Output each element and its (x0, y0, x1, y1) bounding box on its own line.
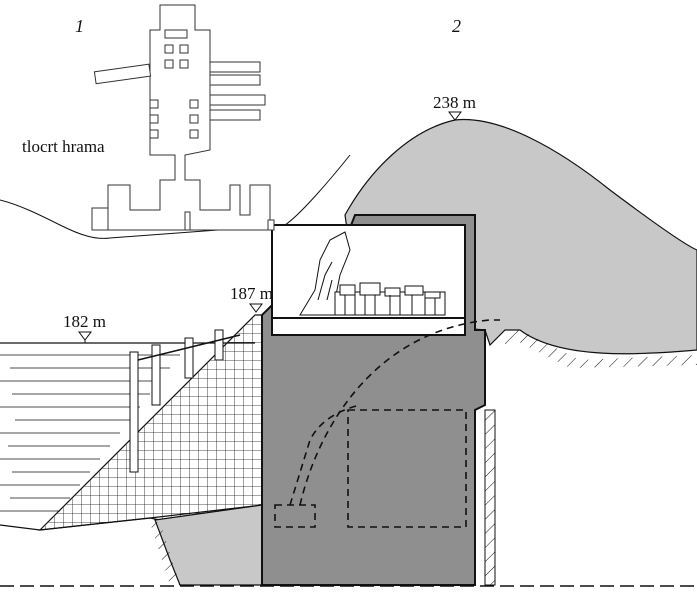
original-position-dashed (274, 319, 500, 528)
temple-platform (271, 317, 466, 336)
panel-label-2: 2 (452, 16, 461, 36)
cofferdam-grid (38, 314, 263, 531)
terrain-line-top (0, 154, 351, 239)
reservoir-water (0, 342, 255, 512)
cofferdam-posts (129, 329, 241, 473)
elevation-label-water: 182 m (63, 312, 106, 331)
temple-chamber (271, 224, 466, 336)
temple-plan (91, 4, 275, 231)
elevation-label-hill: 238 m (433, 93, 476, 112)
elevation-marker-hill (448, 111, 462, 121)
plan-caption: tlocrt hrama (22, 137, 105, 156)
temple-facade (299, 231, 446, 316)
hill-base-hatch (505, 330, 697, 368)
rock-hatch-right (484, 409, 496, 586)
elevation-marker-water (78, 331, 92, 343)
rock-hatch-left (150, 522, 180, 585)
elevation-marker-dam (249, 303, 263, 313)
panel-label-1: 1 (75, 16, 84, 36)
elevation-label-dam: 187 m (230, 284, 273, 303)
